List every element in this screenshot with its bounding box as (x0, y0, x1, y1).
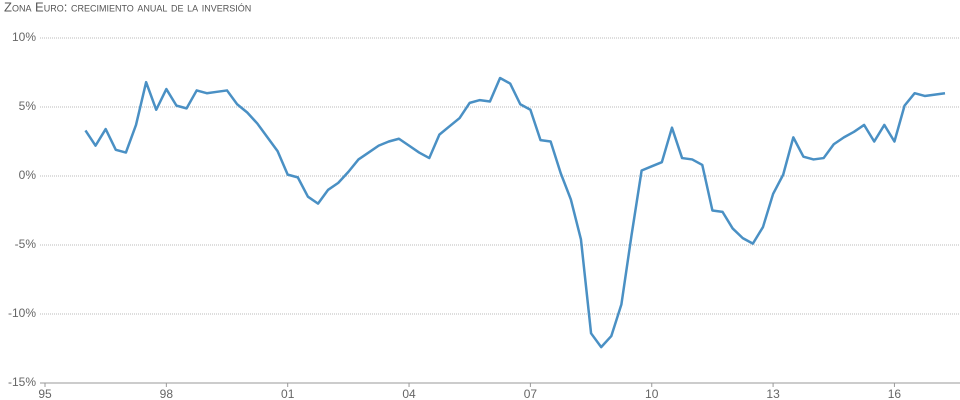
y-tick-label: -10% (8, 306, 36, 320)
x-tick-label: 04 (402, 387, 416, 400)
y-tick-label: 0% (19, 168, 37, 182)
y-tick-label: -5% (15, 237, 37, 251)
y-tick-label: 5% (19, 99, 37, 113)
x-tick-label: 13 (766, 387, 780, 400)
y-tick-label: 10% (12, 30, 36, 44)
x-tick-label: 07 (524, 387, 538, 400)
x-tick-label: 98 (160, 387, 174, 400)
chart-title: Zona Euro: crecimiento anual de la inver… (4, 0, 251, 14)
y-tick-label: -15% (8, 375, 36, 389)
x-tick-label: 16 (888, 387, 902, 400)
x-tick-label: 01 (281, 387, 295, 400)
data-line (84, 76, 946, 349)
x-tick-label: 10 (645, 387, 659, 400)
x-tick-label: 95 (38, 387, 52, 400)
